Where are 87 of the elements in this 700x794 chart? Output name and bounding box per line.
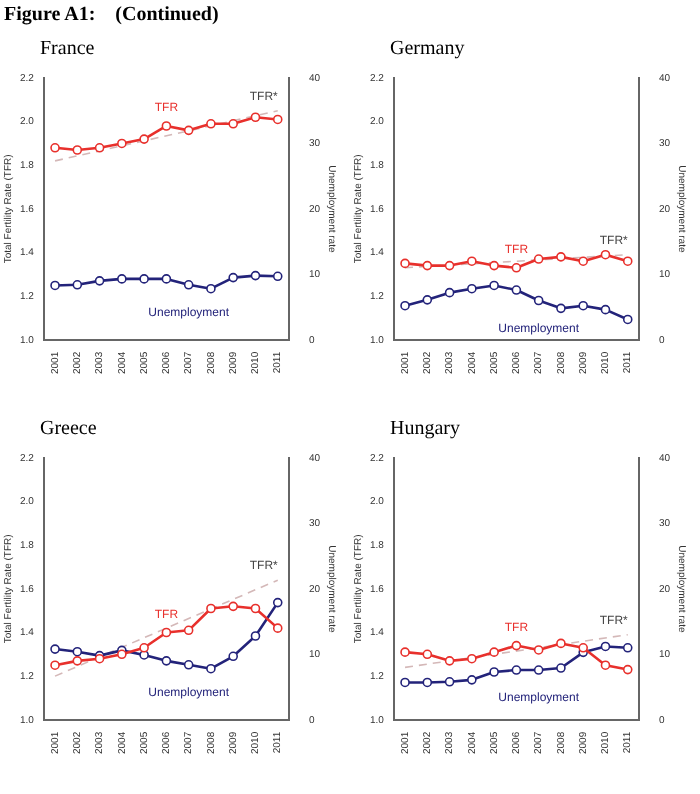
point xyxy=(139,642,149,653)
point xyxy=(422,677,433,688)
point xyxy=(533,254,544,264)
point xyxy=(117,138,127,149)
point xyxy=(228,601,238,612)
point xyxy=(600,641,611,652)
point xyxy=(444,677,455,687)
point xyxy=(533,645,544,655)
point xyxy=(511,262,522,273)
point xyxy=(511,665,522,675)
point xyxy=(250,631,261,641)
point xyxy=(556,638,566,649)
chart-subtitle: Hungary xyxy=(390,418,460,440)
point xyxy=(533,295,544,306)
point xyxy=(600,304,611,315)
point xyxy=(272,114,283,125)
point xyxy=(206,663,216,674)
point xyxy=(422,295,433,305)
point xyxy=(444,287,455,298)
point xyxy=(600,249,611,260)
point xyxy=(467,675,477,685)
point xyxy=(272,623,283,633)
chart-subtitle: Greece xyxy=(40,418,97,440)
chart-subtitle: Germany xyxy=(390,38,465,60)
point xyxy=(228,272,238,283)
point xyxy=(467,256,477,267)
point xyxy=(622,664,633,675)
point xyxy=(489,260,499,271)
point xyxy=(183,625,194,636)
point xyxy=(533,665,544,675)
point xyxy=(600,660,611,671)
point xyxy=(183,125,194,136)
chart-title: Figure A1: (Continued) xyxy=(4,4,219,26)
point xyxy=(72,145,83,155)
point xyxy=(50,644,60,654)
point xyxy=(250,603,261,614)
point xyxy=(400,647,410,657)
point xyxy=(161,121,172,131)
point xyxy=(139,134,149,144)
point xyxy=(50,280,60,291)
point xyxy=(250,270,261,281)
point xyxy=(161,627,172,638)
point xyxy=(511,640,522,651)
point xyxy=(272,597,283,608)
point xyxy=(400,677,410,688)
point xyxy=(467,653,477,664)
point xyxy=(444,260,455,271)
point xyxy=(622,256,633,267)
point xyxy=(183,279,194,290)
point xyxy=(228,651,238,662)
point xyxy=(94,143,105,153)
point xyxy=(72,656,83,666)
point xyxy=(50,660,60,671)
point xyxy=(206,603,216,614)
point xyxy=(72,279,83,290)
point xyxy=(578,642,588,653)
point xyxy=(400,300,410,311)
point xyxy=(578,256,588,267)
point xyxy=(161,274,172,284)
point xyxy=(422,260,433,271)
point xyxy=(467,283,477,294)
point xyxy=(489,280,499,291)
point xyxy=(511,285,522,295)
point xyxy=(489,647,499,657)
chart-subtitle: France xyxy=(40,38,95,60)
point xyxy=(272,271,283,282)
point xyxy=(161,656,172,666)
point xyxy=(206,119,216,129)
point xyxy=(444,656,455,666)
point xyxy=(556,252,566,262)
point xyxy=(622,642,633,653)
point xyxy=(489,667,499,677)
point xyxy=(117,274,127,284)
point xyxy=(622,314,633,325)
point xyxy=(578,300,588,311)
point xyxy=(139,274,149,284)
point xyxy=(422,649,433,660)
point xyxy=(556,303,566,314)
point xyxy=(94,276,105,286)
point xyxy=(250,112,261,123)
point xyxy=(400,258,410,269)
point xyxy=(183,659,194,670)
point xyxy=(228,119,238,129)
point xyxy=(556,663,566,673)
point xyxy=(206,283,216,294)
point xyxy=(50,143,60,153)
point xyxy=(72,646,83,657)
